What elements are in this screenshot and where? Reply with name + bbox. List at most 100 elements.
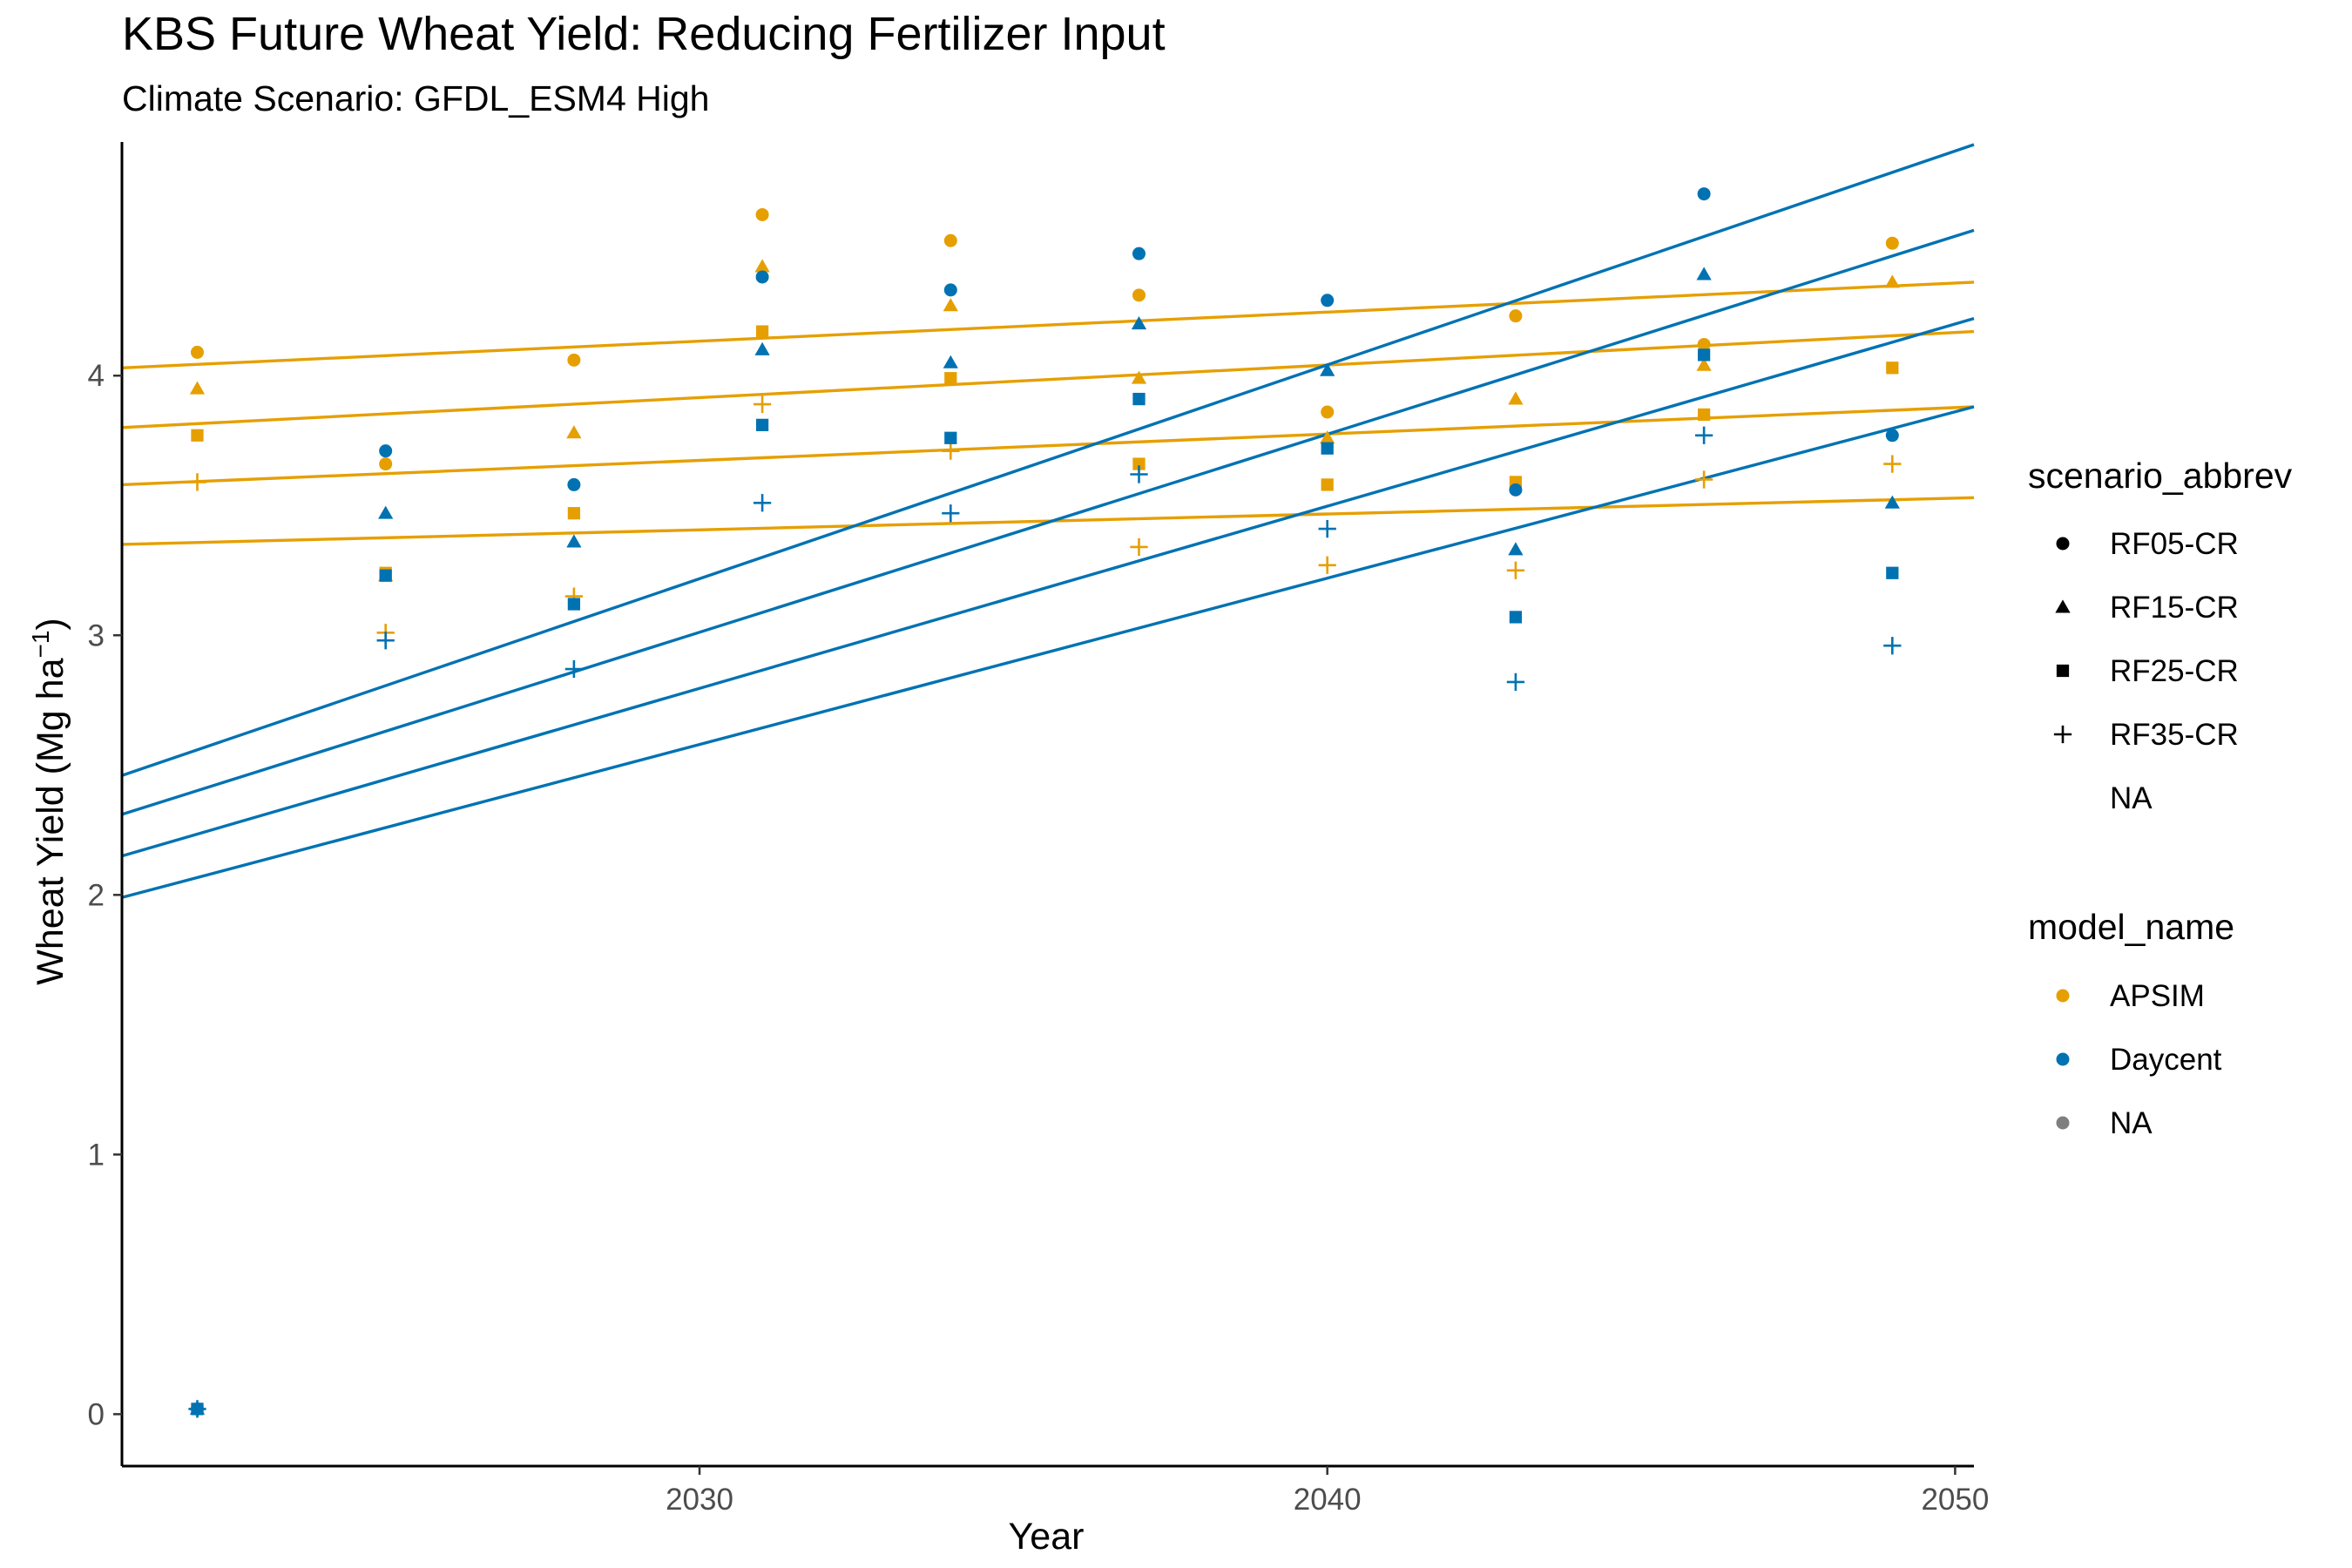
point-daycent-rf35-cr-2040 [1318,519,1336,538]
point-apsim-rf05-cr-2034 [943,233,957,247]
legend-label-model-na: NA [2110,1106,2153,1140]
point-apsim-rf15-cr-2043 [1508,391,1524,405]
y-axis-title-sup: −1 [27,631,54,659]
point-apsim-rf25-cr-2028 [567,507,581,520]
legend-label-na: NA [2110,781,2153,815]
legend-key-rf05-cr [2056,537,2070,551]
point-apsim-rf05-cr-2046 [1697,337,1711,351]
legend-key-model-apsim [2056,989,2070,1003]
point-daycent-rf05-cr-2034 [943,283,957,297]
point-apsim-rf35-cr-2037 [1130,537,1148,557]
y-axis-title: Wheat Yield (Mg ha−1) [27,618,71,985]
legend-title-scenario: scenario_abbrev [2028,456,2293,496]
point-apsim-rf25-cr-2031 [755,325,769,338]
point-daycent-rf15-cr-2043 [1508,542,1524,556]
point-apsim-rf35-cr-2034 [942,442,960,460]
point-daycent-rf25-cr-2025 [379,569,392,582]
trend-line-apsim-rf25-cr [121,405,1975,487]
legend-key-rf35-cr [2053,725,2072,744]
point-daycent-rf25-cr-2028 [567,598,581,611]
legend-label-rf25-cr: RF25-CR [2110,654,2239,688]
legend-key-rf25-cr [2056,664,2070,678]
x-axis-title: Year [1009,1516,1085,1558]
series-daycent-rf15-cr [189,267,1900,1415]
point-daycent-rf05-cr-2028 [567,477,581,491]
data-points [188,187,1902,1418]
point-apsim-rf25-cr-2034 [944,372,957,385]
point-daycent-rf35-cr-2022 [188,1400,206,1418]
legend-label-rf05-cr: RF05-CR [2110,527,2239,561]
point-apsim-rf05-cr-2040 [1321,405,1335,419]
series-daycent-rf35-cr [188,426,1902,1418]
point-daycent-rf15-cr-2034 [943,355,958,368]
point-daycent-rf35-cr-2037 [1130,465,1148,483]
point-daycent-rf05-cr-2040 [1321,294,1335,308]
trend-line-daycent-rf05-cr [121,143,1975,777]
point-daycent-rf05-cr-2031 [755,270,769,284]
point-daycent-rf35-cr-2025 [376,632,395,650]
point-daycent-rf25-cr-2040 [1321,442,1334,455]
trend-line-daycent-rf25-cr [121,317,1975,858]
point-apsim-rf25-cr-2046 [1697,408,1711,422]
point-apsim-rf25-cr-2040 [1321,478,1334,491]
point-daycent-rf25-cr-2037 [1132,392,1146,406]
series-apsim-rf05-cr [190,207,1899,471]
point-daycent-rf25-cr-2034 [944,431,957,444]
point-apsim-rf15-cr-2028 [566,425,582,439]
trend-line-daycent-rf15-cr [121,228,1975,816]
point-apsim-rf15-cr-2049 [1884,274,1900,288]
y-tick-label-4: 4 [88,359,105,393]
point-daycent-rf15-cr-2025 [378,505,394,519]
point-apsim-rf35-cr-2046 [1694,470,1713,489]
chart-subtitle: Climate Scenario: GFDL_ESM4 High [122,78,710,118]
legend-key-model-na [2056,1116,2070,1130]
point-daycent-rf35-cr-2031 [753,494,772,512]
series-apsim-rf35-cr [188,395,1902,642]
point-apsim-rf15-cr-2046 [1696,357,1712,371]
point-apsim-rf15-cr-2040 [1320,430,1335,444]
legend: scenario_abbrev RF05-CR RF15-CR RF25-CR RF35… [2028,456,2293,1140]
x-tick-label-2030: 2030 [666,1483,733,1517]
point-daycent-rf15-cr-2049 [1884,495,1900,509]
y-tick-label-1: 1 [88,1138,105,1172]
x-tick-label-2050: 2050 [1921,1483,1989,1517]
point-daycent-rf25-cr-2049 [1886,566,1899,579]
point-daycent-rf15-cr-2031 [754,341,770,355]
point-apsim-rf25-cr-2022 [191,429,204,442]
point-daycent-rf15-cr-2037 [1131,316,1147,330]
point-apsim-rf05-cr-2022 [190,345,204,359]
y-axis-title-close: ) [30,618,71,630]
legend-label-model-daycent: Daycent [2110,1043,2222,1077]
point-apsim-rf05-cr-2025 [379,457,393,471]
point-daycent-rf25-cr-2031 [755,418,769,431]
point-apsim-rf25-cr-2037 [1132,457,1146,470]
legend-label-rf35-cr: RF35-CR [2110,718,2239,752]
point-daycent-rf05-cr-2025 [379,444,393,458]
trend-line-daycent-rf35-cr [121,405,1975,899]
point-apsim-rf35-cr-2049 [1883,455,1902,473]
point-apsim-rf15-cr-2031 [754,259,770,273]
plot-area [121,143,1975,1418]
x-tick-label-2040: 2040 [1294,1483,1362,1517]
point-apsim-rf05-cr-2031 [755,207,769,221]
point-daycent-rf15-cr-2040 [1320,362,1335,376]
legend-key-model-daycent [2056,1052,2070,1066]
point-apsim-rf15-cr-2022 [189,381,206,395]
y-tick-label-2: 2 [88,878,105,912]
point-apsim-rf35-cr-2043 [1506,561,1525,579]
point-daycent-rf15-cr-2028 [566,534,582,548]
point-apsim-rf05-cr-2043 [1509,309,1523,323]
chart-title: KBS Future Wheat Yield: Reducing Fertili… [122,8,1166,60]
point-daycent-rf35-cr-2028 [564,659,584,679]
point-daycent-rf25-cr-2046 [1697,348,1711,362]
trend-lines [121,143,1975,899]
point-daycent-rf05-cr-2049 [1885,429,1899,443]
point-daycent-rf15-cr-2046 [1696,267,1712,280]
point-daycent-rf05-cr-2037 [1132,247,1146,260]
point-apsim-rf15-cr-2034 [943,298,958,312]
point-apsim-rf35-cr-2040 [1318,556,1336,574]
legend-title-model: model_name [2028,907,2234,947]
trend-line-apsim-rf15-cr [121,329,1975,429]
trend-line-apsim-rf05-cr [121,280,1975,369]
